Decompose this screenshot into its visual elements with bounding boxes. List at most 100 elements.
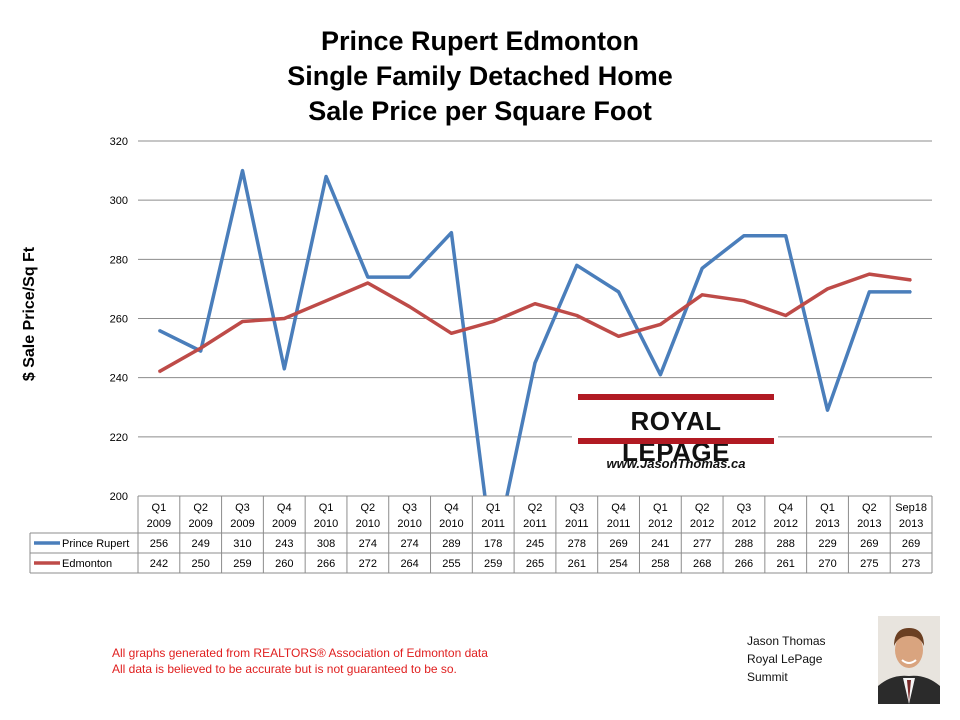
x-tick-label: 2009 bbox=[188, 518, 212, 530]
x-tick-label: Q1 bbox=[653, 502, 668, 514]
table-value: 261 bbox=[777, 558, 795, 570]
table-value: 243 bbox=[275, 538, 293, 550]
table-value: 256 bbox=[150, 538, 168, 550]
x-tick-label: Q1 bbox=[152, 502, 167, 514]
x-tick-label: Q2 bbox=[695, 502, 710, 514]
x-tick-label: 2013 bbox=[899, 518, 923, 530]
x-tick-label: Q3 bbox=[737, 502, 752, 514]
data-point bbox=[492, 320, 495, 323]
x-tick-label: 2010 bbox=[439, 518, 463, 530]
data-point bbox=[868, 291, 871, 293]
x-tick-label: 2011 bbox=[607, 518, 631, 530]
table-value: 268 bbox=[693, 558, 711, 570]
x-tick-label: Q4 bbox=[778, 502, 793, 514]
data-point bbox=[868, 273, 871, 275]
data-point bbox=[575, 264, 578, 267]
table-value: 264 bbox=[400, 558, 418, 570]
x-tick-label: Sep18 bbox=[895, 502, 927, 514]
data-point bbox=[325, 175, 327, 178]
x-tick-label: Q2 bbox=[528, 502, 543, 514]
x-tick-label: Q4 bbox=[611, 502, 626, 514]
data-point bbox=[826, 409, 829, 412]
x-tick-label: 2012 bbox=[732, 518, 756, 530]
x-tick-label: Q2 bbox=[360, 502, 375, 514]
data-point bbox=[784, 314, 787, 317]
data-point bbox=[617, 335, 620, 338]
x-tick-label: 2013 bbox=[857, 518, 881, 530]
y-tick-label: 300 bbox=[110, 195, 128, 207]
table-value: 289 bbox=[442, 538, 460, 550]
x-tick-label: 2011 bbox=[523, 518, 547, 530]
logo-bar-top bbox=[578, 394, 774, 400]
y-tick-label: 200 bbox=[110, 491, 128, 503]
data-point bbox=[199, 350, 202, 352]
table-value: 266 bbox=[317, 558, 335, 570]
data-point bbox=[158, 370, 160, 373]
data-point bbox=[784, 234, 787, 237]
table-value: 242 bbox=[150, 558, 168, 570]
table-value: 277 bbox=[693, 538, 711, 550]
data-point bbox=[617, 291, 620, 293]
x-tick-label: 2011 bbox=[481, 518, 505, 530]
table-value: 288 bbox=[735, 538, 753, 550]
table-value: 310 bbox=[233, 538, 251, 550]
x-tick-label: 2013 bbox=[815, 518, 839, 530]
table-value: 272 bbox=[359, 558, 377, 570]
x-tick-label: Q3 bbox=[235, 502, 250, 514]
data-point bbox=[450, 332, 453, 335]
data-point bbox=[283, 317, 286, 320]
data-point bbox=[659, 323, 662, 326]
x-tick-label: 2009 bbox=[147, 518, 171, 530]
table-value: 269 bbox=[860, 538, 878, 550]
x-tick-label: Q4 bbox=[444, 502, 459, 514]
legend-label: Edmonton bbox=[62, 558, 112, 570]
table-value: 278 bbox=[568, 538, 586, 550]
agent-info: Jason Thomas Royal LePage Summit bbox=[747, 632, 826, 686]
table-value: 259 bbox=[233, 558, 251, 570]
table-value: 270 bbox=[818, 558, 836, 570]
data-point bbox=[743, 299, 745, 302]
data-point bbox=[701, 294, 703, 296]
table-value: 288 bbox=[777, 538, 795, 550]
y-tick-label: 240 bbox=[110, 373, 128, 385]
x-tick-label: 2009 bbox=[230, 518, 254, 530]
data-point bbox=[575, 314, 578, 317]
royal-lepage-logo: ROYAL LEPAGE www.JasonThomas.ca bbox=[572, 394, 778, 484]
table-value: 261 bbox=[568, 558, 586, 570]
table-value: 269 bbox=[609, 538, 627, 550]
y-tick-label: 260 bbox=[110, 314, 128, 326]
data-point bbox=[367, 276, 369, 278]
x-tick-label: Q3 bbox=[402, 502, 417, 514]
table-value: 259 bbox=[484, 558, 502, 570]
agent-photo bbox=[878, 616, 940, 704]
agent-office: Summit bbox=[747, 670, 788, 684]
table-value: 254 bbox=[609, 558, 627, 570]
table-value: 274 bbox=[400, 538, 418, 550]
title-line: Prince Rupert Edmonton bbox=[320, 26, 639, 56]
table-value: 266 bbox=[735, 558, 753, 570]
data-point bbox=[283, 367, 286, 370]
x-tick-label: 2010 bbox=[397, 518, 421, 530]
x-tick-label: 2010 bbox=[356, 518, 380, 530]
table-value: 265 bbox=[526, 558, 544, 570]
x-tick-label: 2012 bbox=[690, 518, 714, 530]
data-point bbox=[910, 291, 912, 293]
title-line: Single Family Detached Home bbox=[287, 61, 673, 91]
data-point bbox=[659, 373, 662, 376]
x-tick-label: Q2 bbox=[862, 502, 877, 514]
x-tick-label: Q4 bbox=[277, 502, 292, 514]
x-tick-label: Q1 bbox=[486, 502, 501, 514]
table-value: 178 bbox=[484, 538, 502, 550]
data-point bbox=[158, 329, 160, 332]
table-value: 245 bbox=[526, 538, 544, 550]
data-point bbox=[367, 282, 369, 284]
table-value: 274 bbox=[359, 538, 377, 550]
data-point bbox=[241, 320, 244, 323]
table-value: 273 bbox=[902, 558, 920, 570]
y-tick-label: 280 bbox=[110, 254, 128, 266]
table-value: 241 bbox=[651, 538, 669, 550]
table-value: 275 bbox=[860, 558, 878, 570]
table-value: 258 bbox=[651, 558, 669, 570]
table-value: 250 bbox=[192, 558, 210, 570]
